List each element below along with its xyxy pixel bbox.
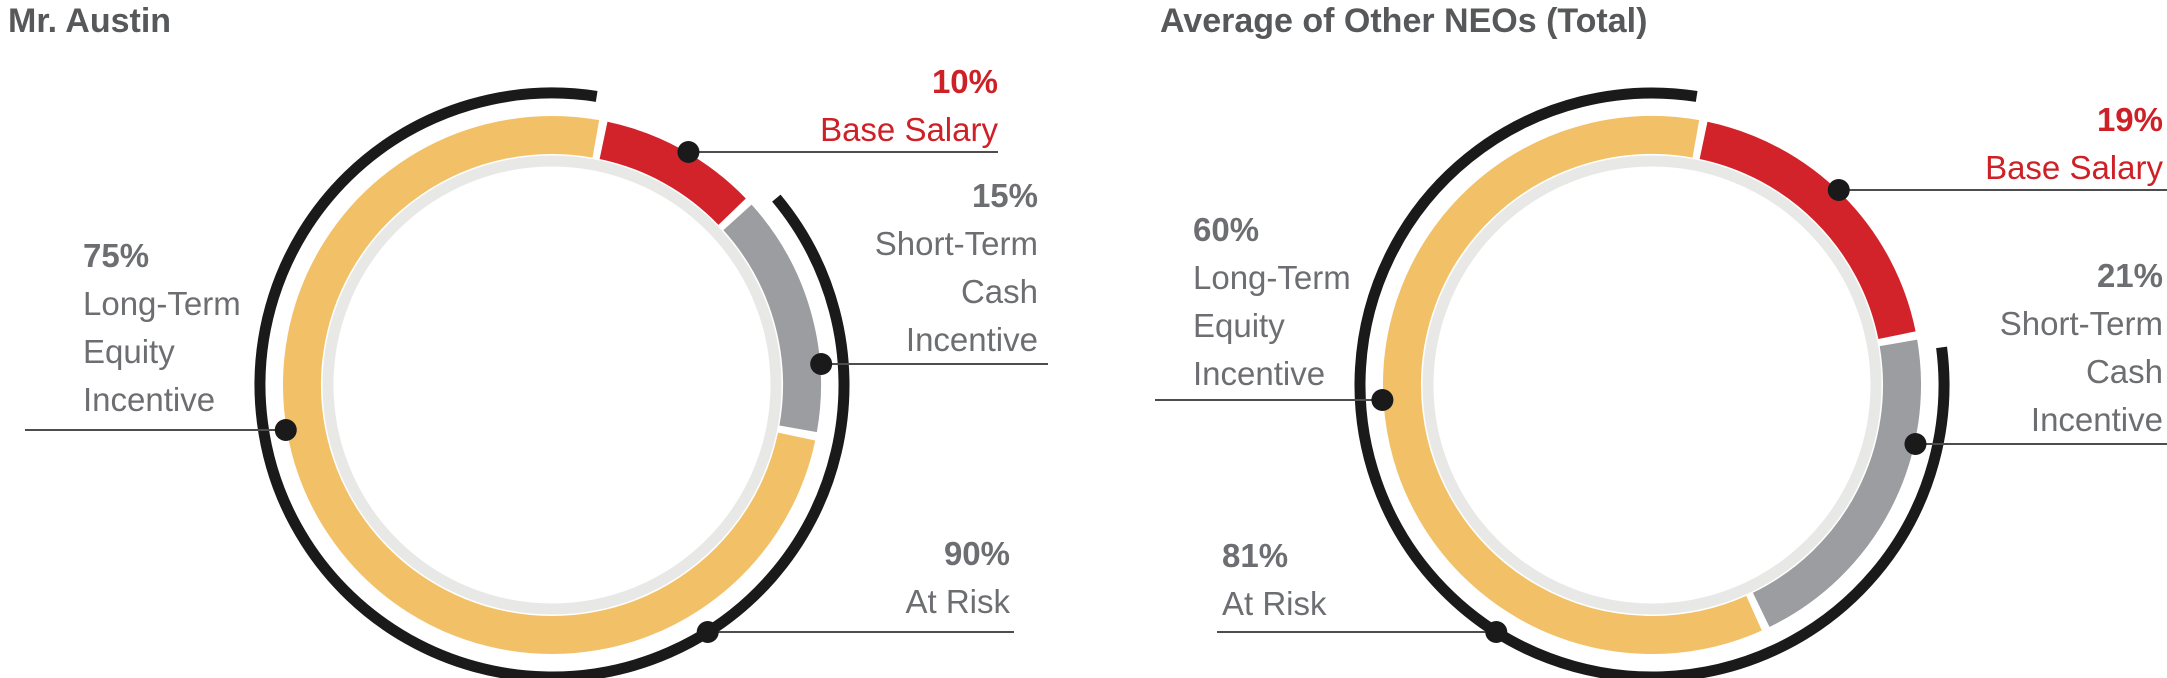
label-at-risk: 90% At Risk bbox=[905, 530, 1010, 626]
label-short-term: 15% Short-Term Cash Incentive bbox=[875, 172, 1038, 364]
chart-title-mr-austin: Mr. Austin bbox=[8, 2, 172, 40]
inner-track-ring bbox=[1422, 155, 1882, 615]
callout-dot-long-term bbox=[274, 419, 297, 441]
label-base-salary: 10% Base Salary bbox=[820, 58, 998, 154]
inner-track-ring bbox=[322, 155, 782, 615]
label-short-term-text: Cash bbox=[960, 273, 1038, 310]
chart-title-other-neos: Average of Other NEOs (Total) bbox=[1160, 2, 1648, 40]
label-base-salary-text: Base Salary bbox=[820, 111, 998, 148]
label-short-term-text: Short-Term bbox=[874, 225, 1038, 262]
label-long-term-text: Long-Term bbox=[83, 285, 241, 322]
label-short-term-pct: 21% bbox=[2096, 257, 2163, 294]
segment-base-salary bbox=[1699, 121, 1916, 340]
callout-dot-long-term bbox=[1371, 389, 1394, 411]
segment-long-term-equity-incentive bbox=[1383, 116, 1762, 654]
callout-dot-short-term bbox=[1904, 433, 1927, 455]
donut-chart-mr-austin bbox=[25, 87, 1048, 678]
label-long-term-text: Incentive bbox=[83, 381, 216, 418]
donut-chart-average-of-other-neos-total bbox=[1155, 87, 2167, 678]
label-at-risk-pct: 81% bbox=[1222, 537, 1289, 574]
label-at-risk-pct: 90% bbox=[943, 535, 1010, 572]
label-short-term-text: Incentive bbox=[2030, 401, 2163, 438]
at-risk-arc bbox=[1354, 87, 1950, 678]
label-at-risk-text: At Risk bbox=[905, 583, 1010, 620]
label-long-term-text: Incentive bbox=[1193, 355, 1326, 392]
label-long-term: 75% Long-Term Equity Incentive bbox=[83, 232, 241, 424]
segment-short-term-cash-incentive bbox=[1752, 339, 1921, 627]
label-long-term-pct: 60% bbox=[1193, 211, 1260, 248]
callout-dot-at-risk bbox=[1485, 621, 1508, 643]
label-at-risk: 81% At Risk bbox=[1222, 532, 1327, 628]
label-base-salary-pct: 19% bbox=[2096, 101, 2163, 138]
label-short-term-text: Cash bbox=[2085, 353, 2163, 390]
label-long-term-text: Equity bbox=[83, 333, 175, 370]
label-base-salary: 19% Base Salary bbox=[1985, 96, 2163, 192]
callout-dot-short-term bbox=[810, 353, 833, 375]
label-long-term-text: Long-Term bbox=[1193, 259, 1351, 296]
label-short-term-pct: 15% bbox=[971, 177, 1038, 214]
segment-short-term-cash-incentive bbox=[723, 204, 821, 433]
label-short-term-text: Incentive bbox=[905, 321, 1038, 358]
label-base-salary-pct: 10% bbox=[931, 63, 998, 100]
segment-long-term-equity-incentive bbox=[283, 116, 816, 654]
label-long-term: 60% Long-Term Equity Incentive bbox=[1193, 206, 1351, 398]
label-long-term-text: Equity bbox=[1193, 307, 1285, 344]
callout-dot-at-risk bbox=[696, 621, 719, 643]
callout-dot-base-salary bbox=[677, 141, 700, 163]
at-risk-arc bbox=[254, 87, 850, 678]
segment-base-salary bbox=[599, 121, 746, 226]
label-base-salary-text: Base Salary bbox=[1985, 149, 2163, 186]
label-long-term-pct: 75% bbox=[83, 237, 150, 274]
label-short-term: 21% Short-Term Cash Incentive bbox=[2000, 252, 2163, 444]
label-at-risk-text: At Risk bbox=[1222, 585, 1327, 622]
label-short-term-text: Short-Term bbox=[1999, 305, 2163, 342]
callout-dot-base-salary bbox=[1827, 179, 1850, 201]
